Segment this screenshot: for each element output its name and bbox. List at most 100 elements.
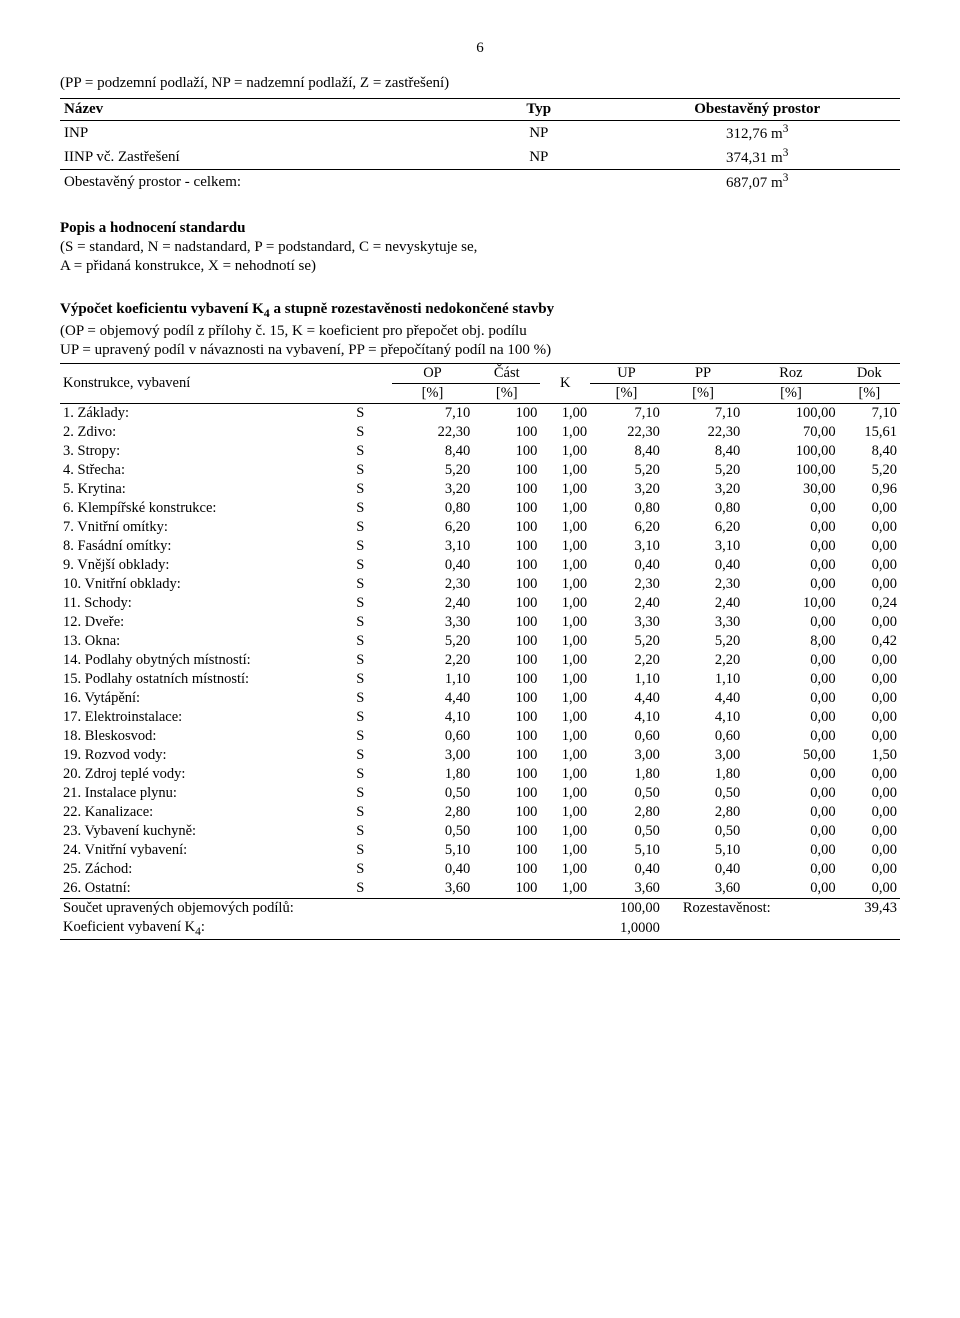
cell-std: S: [329, 404, 392, 424]
cell-op: 5,10: [392, 841, 474, 860]
cell-cast: 100: [473, 708, 540, 727]
cell-pp: 3,60: [663, 879, 743, 899]
table-row: 25. Záchod:S0,401001,000,400,400,000,00: [60, 860, 900, 879]
cell-up: 4,40: [590, 689, 663, 708]
cell-roz: 0,00: [743, 841, 838, 860]
cell-roz: 70,00: [743, 423, 838, 442]
th-pp: PP: [663, 364, 743, 384]
cell-roz: 50,00: [743, 746, 838, 765]
cell-up: 0,60: [590, 727, 663, 746]
cell-name: 10. Vnitřní obklady:: [60, 575, 329, 594]
cell-name: 5. Krytina:: [60, 480, 329, 499]
table-row: 16. Vytápění:S4,401001,004,404,400,000,0…: [60, 689, 900, 708]
cell-dok: 0,00: [839, 803, 900, 822]
table-row: 15. Podlahy ostatních místností:S1,10100…: [60, 670, 900, 689]
cell-pp: 3,20: [663, 480, 743, 499]
table-row: INP NP 312,76 m3: [60, 121, 900, 146]
cell-up: 3,60: [590, 879, 663, 899]
table-row: 21. Instalace plynu:S0,501001,000,500,50…: [60, 784, 900, 803]
cell-name: 25. Záchod:: [60, 860, 329, 879]
cell-name: 23. Vybavení kuchyně:: [60, 822, 329, 841]
cell-std: S: [329, 518, 392, 537]
sum-label: Součet upravených objemových podílů:: [60, 899, 540, 919]
cell-cast: 100: [473, 518, 540, 537]
cell-op: 3,30: [392, 613, 474, 632]
cell-name: 13. Okna:: [60, 632, 329, 651]
cell-roz: 100,00: [743, 461, 838, 480]
cell-cast: 100: [473, 879, 540, 899]
cell-pp: 0,40: [663, 556, 743, 575]
cell-cast: 100: [473, 499, 540, 518]
cell-name: 17. Elektroinstalace:: [60, 708, 329, 727]
cell-val: 687,07 m3: [614, 170, 900, 195]
th-op-unit: [%]: [392, 384, 474, 404]
cell-pp: 2,80: [663, 803, 743, 822]
cell-name: 9. Vnější obklady:: [60, 556, 329, 575]
cell-up: 3,20: [590, 480, 663, 499]
cell-k: 1,00: [540, 708, 590, 727]
cell-pp: 6,20: [663, 518, 743, 537]
cell-k: 1,00: [540, 803, 590, 822]
cell-pp: 5,20: [663, 632, 743, 651]
cell-name: 8. Fasádní omítky:: [60, 537, 329, 556]
cell-cast: 100: [473, 423, 540, 442]
cell-dok: 15,61: [839, 423, 900, 442]
cell-cast: 100: [473, 442, 540, 461]
table-row: 10. Vnitřní obklady:S2,301001,002,302,30…: [60, 575, 900, 594]
th-pp-unit: [%]: [663, 384, 743, 404]
cell-cast: 100: [473, 670, 540, 689]
cell-k: 1,00: [540, 727, 590, 746]
cell-name: 7. Vnitřní omítky:: [60, 518, 329, 537]
cell-pp: 3,00: [663, 746, 743, 765]
cell-op: 0,60: [392, 727, 474, 746]
section-title-k4: Výpočet koeficientu vybavení K4 a stupně…: [60, 301, 900, 321]
cell-up: 2,80: [590, 803, 663, 822]
cell-std: S: [329, 594, 392, 613]
cell-up: 0,50: [590, 784, 663, 803]
cell-cast: 100: [473, 575, 540, 594]
cell-roz: 0,00: [743, 803, 838, 822]
cell-op: 5,20: [392, 632, 474, 651]
cell-dok: 0,00: [839, 708, 900, 727]
cell-k: 1,00: [540, 518, 590, 537]
cell-pp: 5,20: [663, 461, 743, 480]
cell-pp: 0,50: [663, 784, 743, 803]
roz-val: 39,43: [839, 899, 900, 919]
table-row: 22. Kanalizace:S2,801001,002,802,800,000…: [60, 803, 900, 822]
cell-k: 1,00: [540, 461, 590, 480]
table-row: 9. Vnější obklady:S0,401001,000,400,400,…: [60, 556, 900, 575]
cell-roz: 100,00: [743, 442, 838, 461]
cell-up: 2,40: [590, 594, 663, 613]
cell-up: 0,50: [590, 822, 663, 841]
section-title-standard: Popis a hodnocení standardu: [60, 220, 900, 237]
cell-pp: 2,30: [663, 575, 743, 594]
k4-val: 1,0000: [590, 918, 663, 939]
cell-pp: 0,80: [663, 499, 743, 518]
table-row: 6. Klempířské konstrukce:S0,801001,000,8…: [60, 499, 900, 518]
cell-std: S: [329, 860, 392, 879]
cell-k: 1,00: [540, 765, 590, 784]
cell-op: 3,00: [392, 746, 474, 765]
cell-k: 1,00: [540, 670, 590, 689]
th-dok: Dok: [839, 364, 900, 384]
cell-op: 6,20: [392, 518, 474, 537]
cell-op: 2,40: [392, 594, 474, 613]
cell-op: 5,20: [392, 461, 474, 480]
cell-pp: 2,20: [663, 651, 743, 670]
cell-roz: 0,00: [743, 879, 838, 899]
th-cast: Část: [473, 364, 540, 384]
table-row: 19. Rozvod vody:S3,001001,003,003,0050,0…: [60, 746, 900, 765]
cell-up: 4,10: [590, 708, 663, 727]
cell-pp: 22,30: [663, 423, 743, 442]
cell-typ: NP: [463, 121, 614, 146]
cell-roz: 0,00: [743, 689, 838, 708]
cell-op: 8,40: [392, 442, 474, 461]
table-row: 12. Dveře:S3,301001,003,303,300,000,00: [60, 613, 900, 632]
cell-up: 2,20: [590, 651, 663, 670]
th-typ: Typ: [463, 99, 614, 121]
cell-pp: 0,40: [663, 860, 743, 879]
note-line: A = přidaná konstrukce, X = nehodnotí se…: [60, 258, 900, 275]
cell-cast: 100: [473, 841, 540, 860]
cell-std: S: [329, 461, 392, 480]
cell-op: 0,40: [392, 860, 474, 879]
